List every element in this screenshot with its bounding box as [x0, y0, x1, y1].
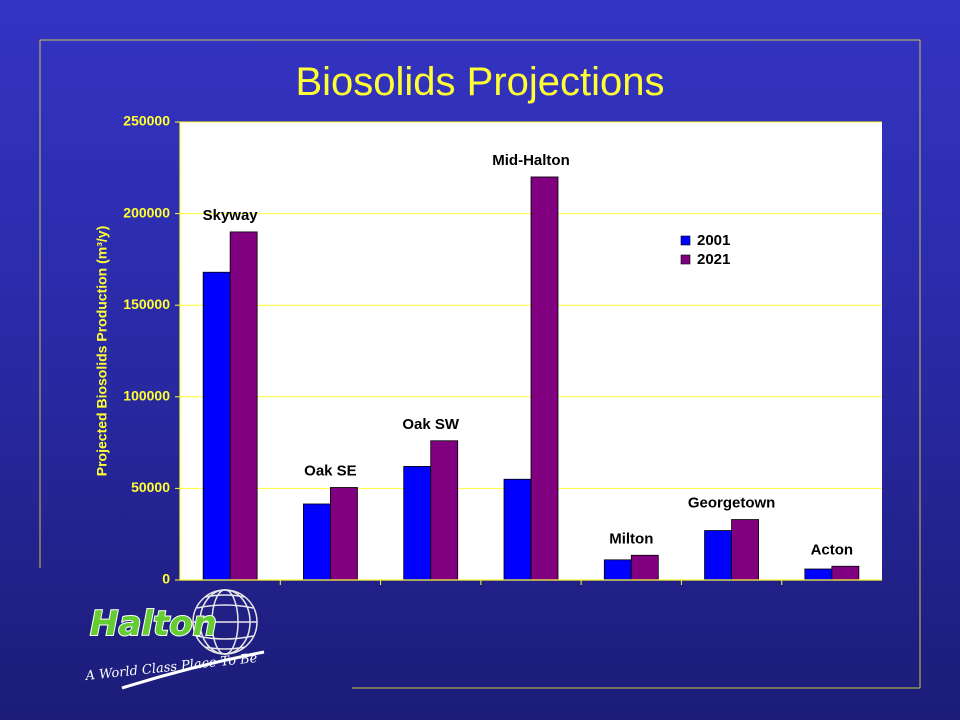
bar-2001-acton	[804, 568, 833, 581]
tagline-swoosh	[121, 650, 265, 690]
bar-2001-oak-sw	[403, 466, 432, 581]
y-tick-label: 150000	[123, 296, 170, 312]
legend: 2001 2021	[680, 232, 730, 268]
category-label: Georgetown	[688, 495, 776, 512]
category-label: Acton	[811, 541, 854, 558]
bar-2021-georgetown	[731, 519, 759, 581]
bar-group-labels: Skyway Oak SE Oak SW Mid-Halton Milton George…	[203, 152, 853, 558]
y-tick-label: 100000	[123, 388, 170, 404]
category-label: Mid-Halton	[492, 152, 569, 169]
category-label: Oak SW	[402, 416, 460, 433]
halton-wordmark: Halton	[90, 604, 217, 644]
bar-2001-oak-se	[303, 503, 331, 581]
halton-logo: Halton A World Class Place To Be	[84, 589, 265, 690]
legend-swatch-2021	[680, 254, 691, 265]
y-tick-label: 200000	[123, 204, 170, 220]
y-tick-label: 0	[162, 571, 170, 587]
globe-icon	[192, 589, 258, 655]
bar-2021-milton	[630, 554, 659, 581]
bar-2001-georgetown	[704, 530, 732, 581]
bar-2021-acton	[831, 565, 860, 581]
category-label: Milton	[609, 530, 653, 547]
legend-label: 2001	[697, 232, 730, 249]
bar-2021-skyway	[229, 231, 258, 581]
slide-title: Biosolids Projections	[295, 60, 665, 104]
y-tick-label: 50000	[131, 479, 170, 495]
y-axis-label: Projected Biosolids Production (m³/y)	[94, 226, 110, 476]
bar-2001-mid-halton	[503, 478, 532, 581]
category-label: Oak SE	[304, 462, 357, 479]
bar-2021-mid-halton	[530, 176, 559, 581]
bar-2001-milton	[603, 559, 632, 581]
legend-swatch-2001	[680, 235, 691, 246]
category-label: Skyway	[203, 207, 259, 224]
y-tick-label: 250000	[123, 113, 170, 129]
axes: 0 50000 100000 150000 200000 250000	[123, 113, 882, 587]
bar-2001-skyway	[202, 271, 231, 581]
bar-2021-oak-sw	[430, 440, 459, 581]
bars	[202, 176, 860, 581]
halton-tagline: A World Class Place To Be	[84, 651, 259, 684]
bar-2021-oak-se	[330, 487, 358, 581]
legend-label: 2021	[697, 251, 730, 268]
